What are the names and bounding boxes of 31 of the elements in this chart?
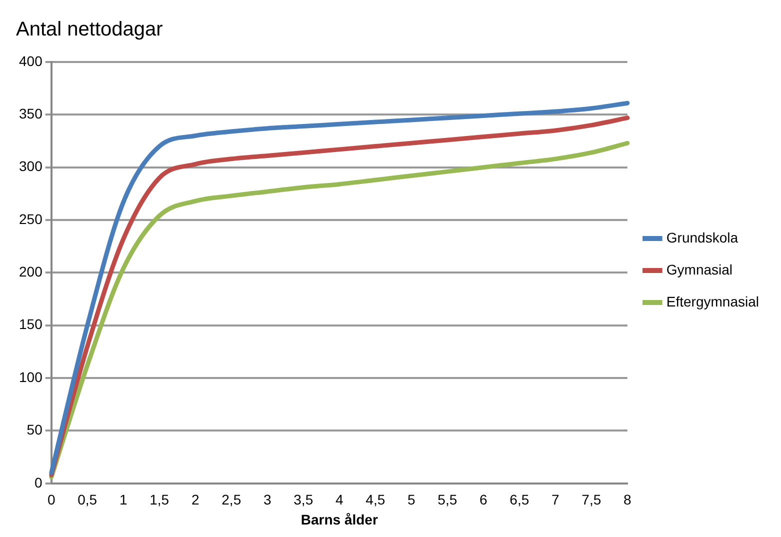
x-tick-label: 1,5	[150, 492, 170, 508]
legend-label: Grundskola	[666, 229, 738, 246]
x-tick-label: 8	[624, 492, 632, 508]
x-tick-label: 6,5	[510, 492, 530, 508]
x-axis-title: Barns ålder	[300, 511, 378, 528]
x-tick-label: 6	[479, 492, 488, 508]
x-tick-label: 0	[47, 492, 56, 508]
y-tick-label: 200	[19, 264, 43, 280]
x-tick-label: 0,5	[78, 492, 98, 508]
y-tick-label: 300	[19, 158, 43, 174]
y-tick-label: 350	[19, 106, 43, 122]
x-tick-label: 1	[119, 492, 128, 508]
y-tick-label: 150	[19, 316, 43, 332]
legend-label: Gymnasial	[666, 261, 733, 278]
x-tick-label: 3,5	[294, 492, 314, 508]
y-tick-label: 0	[34, 474, 43, 490]
y-tick-label: 50	[26, 422, 43, 438]
y-tick-label: 100	[19, 368, 43, 385]
x-tick-label: 7	[552, 492, 560, 508]
legend-label: Eftergymnasial	[666, 293, 759, 310]
chart-title: Antal nettodagar	[16, 18, 164, 41]
x-tick-label: 2,5	[222, 492, 242, 508]
x-tick-label: 7,5	[582, 492, 602, 508]
y-tick-label: 250	[19, 210, 43, 227]
x-tick-label: 3	[263, 492, 272, 508]
x-tick-label: 5	[407, 492, 416, 508]
x-tick-label: 4,5	[366, 492, 386, 508]
x-tick-label: 2	[191, 492, 200, 508]
x-tick-label: 5,5	[438, 492, 458, 508]
x-tick-label: 4	[335, 492, 344, 508]
y-tick-label: 400	[19, 52, 43, 69]
